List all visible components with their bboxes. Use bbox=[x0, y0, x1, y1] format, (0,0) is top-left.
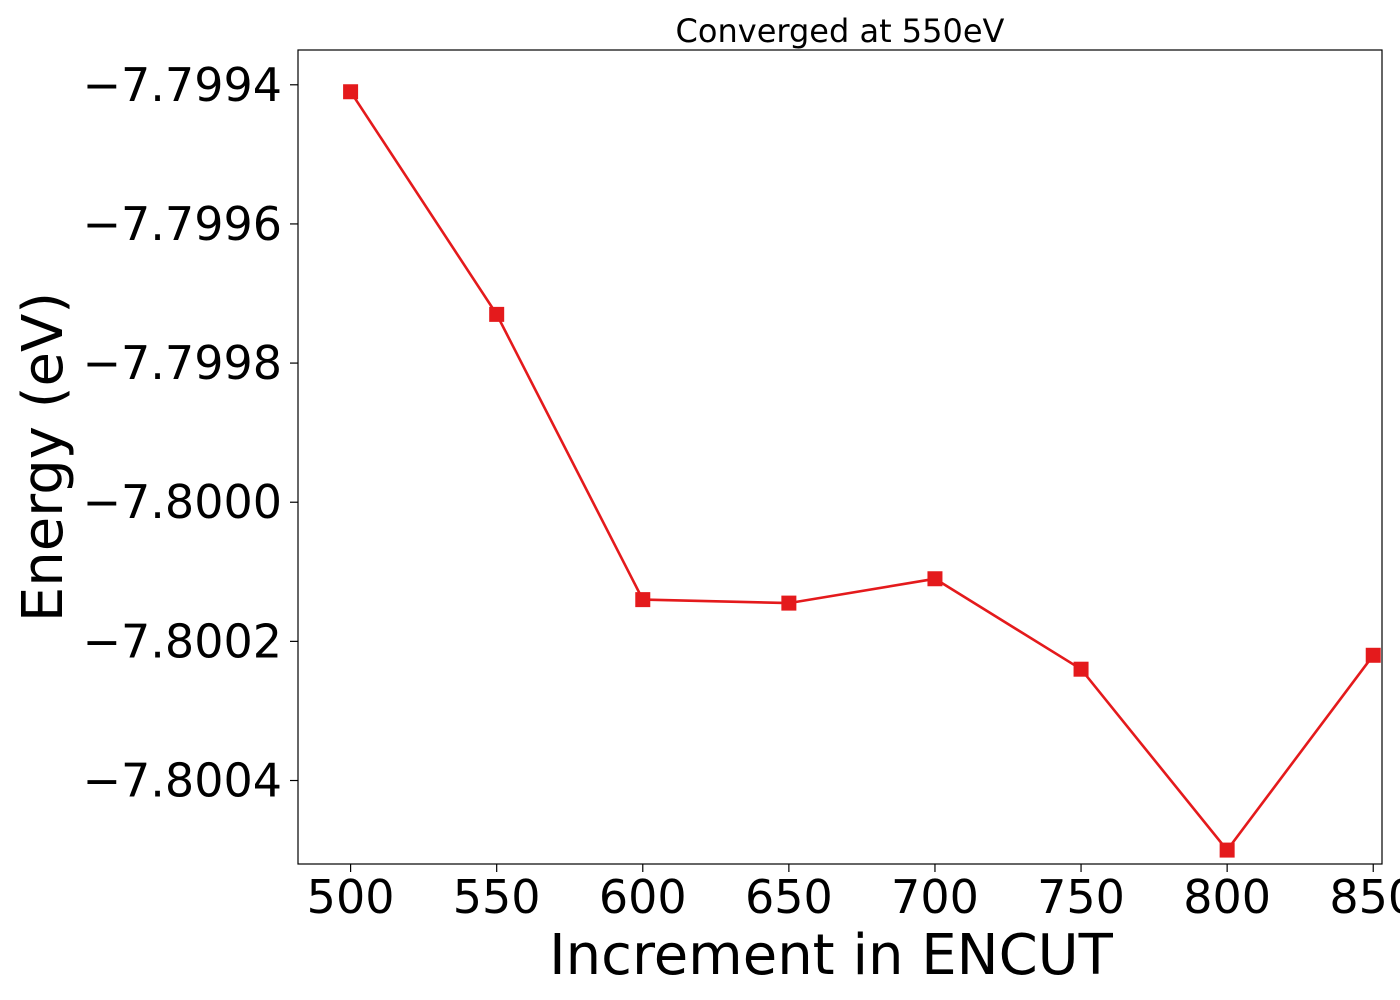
x-tick-label: 500 bbox=[307, 870, 395, 924]
data-point-marker bbox=[635, 592, 651, 608]
chart-title: Converged at 550eV bbox=[676, 12, 1005, 50]
y-tick-label: −7.8002 bbox=[83, 614, 283, 668]
x-axis-label: Increment in ENCUT bbox=[549, 923, 1114, 988]
x-tick-label: 800 bbox=[1183, 870, 1271, 924]
y-axis: −7.7994 −7.7996 −7.7998 −7.8000 −7.8002 −7.80… bbox=[83, 58, 298, 808]
y-tick-label: −7.7996 bbox=[83, 197, 283, 251]
data-point-marker bbox=[489, 306, 505, 322]
y-axis-label: Energy (eV) bbox=[11, 292, 76, 622]
series-line bbox=[349, 90, 1375, 853]
data-point-marker bbox=[927, 571, 943, 587]
x-tick-label: 600 bbox=[599, 870, 687, 924]
y-tick-label: −7.8004 bbox=[83, 754, 283, 808]
plot-area-frame bbox=[297, 49, 1383, 865]
x-tick-label: 550 bbox=[453, 870, 541, 924]
data-point-marker bbox=[343, 84, 359, 100]
data-point-marker bbox=[1073, 661, 1089, 677]
data-point-marker bbox=[1219, 842, 1235, 858]
x-tick-label: 700 bbox=[891, 870, 979, 924]
data-point-marker bbox=[1365, 647, 1381, 663]
y-tick-label: −7.8000 bbox=[83, 475, 283, 529]
y-tick-label: −7.7998 bbox=[83, 336, 283, 390]
x-tick-label: 750 bbox=[1037, 870, 1125, 924]
y-tick-label: −7.7994 bbox=[83, 58, 283, 112]
data-point-marker bbox=[781, 595, 797, 611]
x-tick-label: 650 bbox=[745, 870, 833, 924]
x-axis: 500 550 600 650 700 750 800 850 bbox=[307, 864, 1400, 924]
series-layer bbox=[343, 84, 1381, 858]
x-tick-label: 850 bbox=[1329, 870, 1400, 924]
